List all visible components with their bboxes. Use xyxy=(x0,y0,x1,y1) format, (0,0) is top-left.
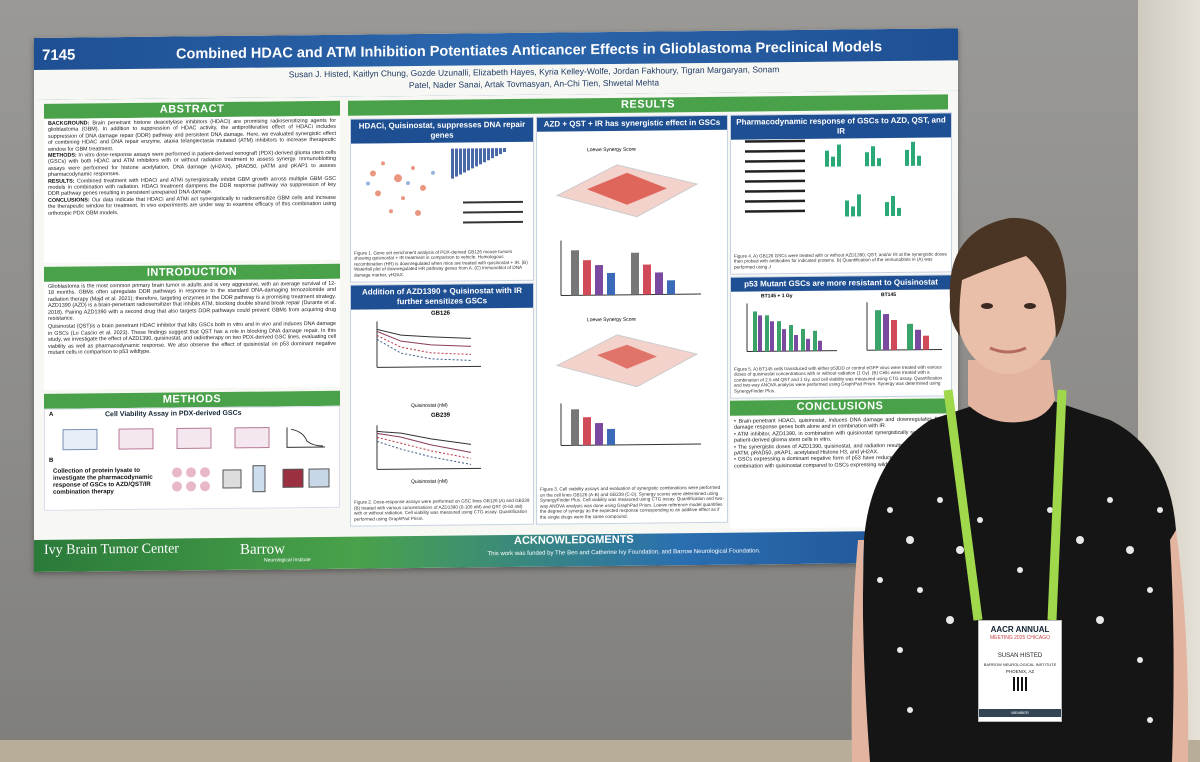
results-panel-3: AZD + QST + IR has synergistic effect in… xyxy=(536,114,728,525)
results-panel-3-title: AZD + QST + IR has synergistic effect in… xyxy=(537,115,727,132)
abstract-text: BACKGROUND: Brain penetrant histone deac… xyxy=(44,115,340,263)
methods-panel-b-text: Collection of protein lysate to investig… xyxy=(53,466,153,496)
methods-figure: A Cell Viability Assay in PDX-derived GS… xyxy=(44,405,340,511)
acknowledgments-header: ACKNOWLEDGMENTS xyxy=(514,533,634,547)
badge-role: MEMBER xyxy=(979,709,1061,717)
synergy-score-label-a: Loewe Synergy Score xyxy=(587,146,636,154)
viability-bars-b xyxy=(560,403,701,446)
gb126-xlabel: Quisinostat (nM) xyxy=(411,402,448,410)
badge-event-subtitle: MEETING 2025 CHICAGO xyxy=(989,635,1050,641)
results-panel-4: Pharmacodynamic response of GSCs to AZD,… xyxy=(730,112,952,275)
results-panel-2-title: Addition of AZD1390 + Quisinostat with I… xyxy=(351,283,533,310)
barrow-logo-subtitle: Neurological Institute xyxy=(264,557,311,564)
results-panel-5: p53 Mutant GSCs are more resistant to Qu… xyxy=(730,274,952,399)
immunoblot-figure xyxy=(745,139,921,217)
dose-response-gb126 xyxy=(376,321,481,368)
gb239-xlabel: Quisinostat (nM) xyxy=(411,478,448,486)
research-poster: 7145 Combined HDAC and ATM Inhibition Po… xyxy=(34,28,958,572)
badge-location: PHOENIX, AZ xyxy=(1005,669,1035,674)
viability-bars-a xyxy=(560,240,701,296)
results-panel-3-caption: Figure 3. Cell viability assays and eval… xyxy=(540,484,724,520)
ivy-brain-tumor-center-logo: Ivy Brain Tumor Center xyxy=(44,541,179,558)
synergy-surface-b xyxy=(555,334,699,388)
results-panel-2-caption: Figure 2. Dose-response assays were perf… xyxy=(354,497,530,522)
badge-organization: BARROW NEUROLOGICAL INSTITUTE xyxy=(983,662,1057,667)
dose-response-gb239 xyxy=(376,425,481,470)
results-panel-2: Addition of AZD1390 + Quisinostat with I… xyxy=(350,282,534,527)
qr-code-icon xyxy=(1013,677,1027,691)
results-panel-1-title: HDACi, Quisinostat, suppresses DNA repai… xyxy=(351,117,533,144)
barrow-logo: Barrow xyxy=(240,541,285,558)
left-column: ABSTRACT BACKGROUND: Brain penetrant his… xyxy=(44,100,340,511)
p53-bars xyxy=(746,302,942,353)
poster-id: 7145 xyxy=(42,46,76,64)
results-panel-1: HDACi, Quisinostat, suppresses DNA repai… xyxy=(350,116,534,283)
introduction-text: Glioblastoma is the most common primary … xyxy=(44,278,340,390)
lysate-schematic xyxy=(172,465,330,493)
methods-schematic xyxy=(62,427,325,451)
presenter-person xyxy=(851,217,1189,762)
methods-panel-a-title: Cell Viability Assay in PDX-derived GSCs xyxy=(105,409,242,419)
badge-event-title: AACR ANNUAL xyxy=(990,625,1050,634)
synergy-score-label-b: Loewe Synergy Score xyxy=(587,316,636,324)
gsea-figure xyxy=(366,148,523,224)
results-panel-1-caption: Figure 1. Gene set enrichment analysis o… xyxy=(354,248,528,278)
bt145-1gy-label: BT145 + 1 Gy xyxy=(761,293,793,300)
badge-name: SUSAN HISTED xyxy=(997,653,1043,659)
gb239-label: GB239 xyxy=(431,412,451,419)
synergy-surface-a xyxy=(555,164,699,218)
name-badge: AACR ANNUAL MEETING 2025 CHICAGO SUSAN H… xyxy=(978,620,1062,722)
